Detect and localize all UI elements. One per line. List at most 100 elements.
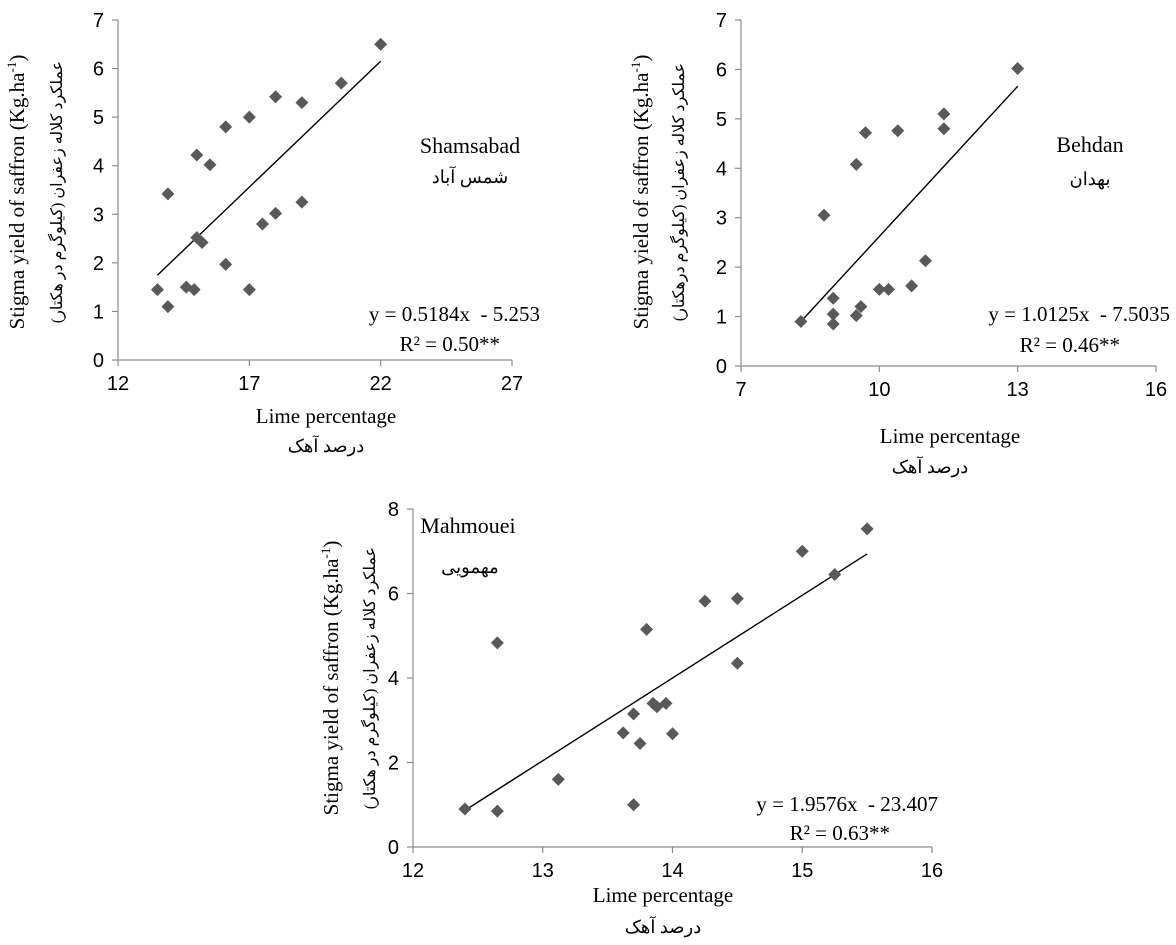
behdan-y-axis-label: Stigma yield of saffron (Kg.ha-1): [628, 55, 653, 330]
behdan-x-tick-label: 10: [868, 379, 890, 401]
shamsabad-y-tick-label: 3: [93, 204, 104, 226]
shamsabad-data-point: [161, 300, 175, 314]
shamsabad-y-tick-label: 2: [93, 253, 104, 275]
shamsabad-data-point: [195, 235, 209, 249]
shamsabad-trendline: [156, 60, 382, 276]
behdan-data-point: [854, 300, 868, 314]
mahmouei-x-tick-label: 13: [532, 860, 554, 882]
chart-mahmouei: 12 13 14 15 16 0 2 4 6 8 Mahmouei مهمویی y = 1.9…: [318, 499, 943, 938]
behdan-y-tick-label: 0: [716, 356, 727, 378]
shamsabad-y-axis-label: Stigma yield of saffron (Kg.ha-1): [4, 55, 29, 330]
shamsabad-data-point: [374, 37, 388, 51]
shamsabad-trendline-group: [156, 60, 382, 276]
behdan-data-point: [849, 157, 863, 171]
behdan-data-point: [918, 254, 932, 268]
shamsabad-data-point: [242, 110, 256, 124]
mahmouei-data-point: [627, 798, 641, 812]
mahmouei-x-tick-label: 12: [402, 860, 424, 882]
mahmouei-data-point: [551, 772, 565, 786]
shamsabad-data-point: [203, 158, 217, 172]
shamsabad-data-point: [334, 76, 348, 90]
shamsabad-data-point: [295, 195, 309, 209]
behdan-data-point: [882, 282, 896, 296]
mahmouei-data-point: [490, 804, 504, 818]
behdan-y-tick-label: 7: [716, 10, 727, 32]
shamsabad-data-point: [219, 257, 233, 271]
behdan-y-axis-label-fa: عملکرد کلاله زعفران (کیلوگرم درهکتار): [669, 63, 688, 321]
behdan-data-point: [937, 107, 951, 121]
mahmouei-data-point: [490, 636, 504, 650]
mahmouei-data-point: [640, 622, 654, 636]
mahmouei-x-tick-label: 14: [661, 860, 683, 882]
shamsabad-data-point: [269, 90, 283, 104]
shamsabad-location-label: Shamsabad: [420, 133, 520, 158]
behdan-axes: [740, 20, 1156, 367]
behdan-data-point: [826, 317, 840, 331]
shamsabad-y-axis-label-fa: عملکرد کلاله زعفران (کیلوگرم در هکتار): [47, 61, 66, 323]
mahmouei-x-tick-label: 15: [791, 860, 813, 882]
shamsabad-location-label-fa: شمس آباد: [432, 166, 508, 188]
mahmouei-trendline: [464, 553, 868, 811]
behdan-x-tick-label: 13: [1007, 379, 1029, 401]
shamsabad-x-ticks: 12 17 22 27: [107, 360, 523, 395]
shamsabad-y-tick-label: 7: [93, 10, 104, 32]
mahmouei-data-point: [659, 696, 673, 710]
behdan-data-point: [817, 208, 831, 222]
behdan-trendline: [800, 85, 1019, 322]
behdan-x-ticks: 7 10 13 16: [735, 366, 1167, 401]
mahmouei-equation: y = 1.9576x - 23.407: [756, 792, 938, 816]
shamsabad-y-tick-label: 1: [93, 301, 104, 323]
shamsabad-data-point: [269, 206, 283, 220]
behdan-y-ticks: 0 1 2 3 4 5 6 7: [716, 10, 741, 378]
shamsabad-x-tick-label: 17: [238, 373, 260, 395]
shamsabad-x-tick-label: 27: [501, 373, 523, 395]
mahmouei-data-point: [795, 544, 809, 558]
mahmouei-x-axis-label: Lime percentage: [593, 883, 734, 907]
mahmouei-y-tick-label: 2: [388, 753, 399, 775]
shamsabad-y-tick-label: 0: [93, 350, 104, 372]
behdan-data-point: [826, 307, 840, 321]
mahmouei-data-point: [627, 707, 641, 721]
mahmouei-data-point: [828, 567, 842, 581]
mahmouei-data-point: [860, 522, 874, 536]
mahmouei-data-point: [616, 726, 630, 740]
mahmouei-data-point: [730, 656, 744, 670]
behdan-trendline-group: [800, 85, 1019, 322]
behdan-y-tick-label: 6: [716, 59, 727, 81]
mahmouei-r2: R² = 0.63**: [790, 821, 890, 845]
mahmouei-x-axis-label-fa: درصد آهک: [625, 916, 702, 938]
mahmouei-data-point: [698, 594, 712, 608]
shamsabad-y-tick-label: 4: [93, 156, 104, 178]
behdan-data-point: [826, 291, 840, 305]
behdan-data-point: [859, 126, 872, 140]
shamsabad-data-point: [190, 148, 204, 162]
behdan-x-axis-label: Lime percentage: [880, 424, 1021, 448]
behdan-y-tick-label: 1: [716, 307, 727, 329]
behdan-data-point: [794, 315, 808, 329]
mahmouei-x-ticks: 12 13 14 15 16: [402, 847, 943, 882]
shamsabad-equation: y = 0.5184x - 5.253: [369, 302, 540, 326]
mahmouei-y-axis-label: Stigma yield of saffron (Kg.ha-1): [318, 541, 343, 816]
shamsabad-data-point: [161, 187, 175, 201]
shamsabad-data-point: [255, 217, 269, 231]
mahmouei-points: [458, 522, 874, 818]
shamsabad-x-axis-label-fa: درصد آهک: [288, 435, 365, 457]
behdan-equation: y = 1.0125x - 7.5035: [988, 302, 1170, 326]
mahmouei-data-point: [458, 802, 472, 816]
shamsabad-data-point: [187, 283, 201, 297]
mahmouei-y-axis-label-fa: عملکرد کلاله زعفران (کیلوگرم در هکتار): [360, 547, 379, 809]
behdan-x-tick-label: 7: [735, 379, 746, 401]
shamsabad-x-axis-label: Lime percentage: [256, 404, 397, 428]
behdan-location-label-fa: بهدان: [1070, 169, 1111, 190]
behdan-y-tick-label: 5: [716, 109, 727, 131]
mahmouei-y-ticks: 0 2 4 6 8: [388, 499, 413, 859]
behdan-points: [794, 61, 1025, 331]
behdan-y-tick-label: 3: [716, 208, 727, 230]
mahmouei-location-label: Mahmouei: [420, 513, 515, 538]
mahmouei-y-tick-label: 6: [388, 584, 399, 606]
shamsabad-data-point: [219, 120, 233, 134]
shamsabad-data-point: [150, 283, 164, 297]
behdan-x-axis-label-fa: درصد آهک: [892, 456, 969, 478]
